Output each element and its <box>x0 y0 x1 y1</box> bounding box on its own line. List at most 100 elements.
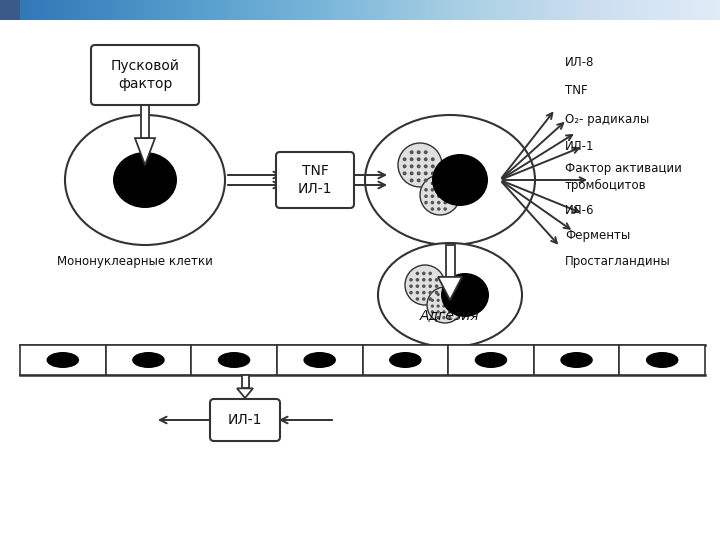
Circle shape <box>444 188 447 192</box>
Circle shape <box>442 299 446 302</box>
Ellipse shape <box>432 154 488 206</box>
Circle shape <box>431 207 434 211</box>
Circle shape <box>450 188 454 192</box>
Circle shape <box>454 310 457 313</box>
Circle shape <box>442 316 446 319</box>
Ellipse shape <box>217 352 251 368</box>
Circle shape <box>450 194 454 198</box>
Circle shape <box>424 164 428 168</box>
Bar <box>141 101 149 138</box>
Circle shape <box>424 178 428 183</box>
Circle shape <box>448 293 451 296</box>
Circle shape <box>428 278 432 281</box>
Circle shape <box>424 157 428 161</box>
Circle shape <box>424 150 428 154</box>
FancyBboxPatch shape <box>276 152 354 208</box>
Circle shape <box>436 316 440 319</box>
Circle shape <box>436 299 440 302</box>
Circle shape <box>431 305 434 308</box>
Circle shape <box>431 310 434 313</box>
Text: ИЛ-8: ИЛ-8 <box>565 56 595 69</box>
Circle shape <box>435 285 438 288</box>
Circle shape <box>431 188 434 192</box>
Polygon shape <box>438 277 462 300</box>
Bar <box>20 345 106 375</box>
Polygon shape <box>237 388 253 398</box>
Bar <box>619 345 705 375</box>
FancyBboxPatch shape <box>91 45 199 105</box>
Circle shape <box>405 265 445 305</box>
Circle shape <box>428 297 432 301</box>
Circle shape <box>422 278 426 281</box>
Circle shape <box>409 278 413 281</box>
Text: Адгезия: Адгезия <box>420 308 480 322</box>
Ellipse shape <box>303 352 336 368</box>
Text: ИЛ-1: ИЛ-1 <box>565 140 595 153</box>
Circle shape <box>417 164 420 168</box>
Circle shape <box>437 201 441 205</box>
Ellipse shape <box>646 352 678 368</box>
Bar <box>534 345 619 375</box>
Text: Мононуклеарные клетки: Мононуклеарные клетки <box>57 255 213 268</box>
Circle shape <box>424 201 428 205</box>
Bar <box>241 375 248 388</box>
FancyBboxPatch shape <box>210 399 280 441</box>
Ellipse shape <box>441 273 489 317</box>
Bar <box>0 0 20 20</box>
Circle shape <box>442 310 446 313</box>
Circle shape <box>431 164 435 168</box>
Circle shape <box>454 305 457 308</box>
Circle shape <box>409 285 413 288</box>
Text: TNF: TNF <box>565 84 588 97</box>
Circle shape <box>402 164 407 168</box>
Circle shape <box>422 272 426 275</box>
Circle shape <box>448 305 451 308</box>
Bar <box>446 245 454 277</box>
Bar <box>362 345 448 375</box>
Circle shape <box>428 285 432 288</box>
Circle shape <box>427 287 463 323</box>
Text: О₂- радикалы: О₂- радикалы <box>565 113 649 126</box>
Circle shape <box>417 171 420 176</box>
Circle shape <box>444 201 447 205</box>
Text: ИЛ-1: ИЛ-1 <box>228 413 262 427</box>
Circle shape <box>410 157 413 161</box>
Ellipse shape <box>389 352 422 368</box>
Circle shape <box>437 207 441 211</box>
Circle shape <box>442 293 446 296</box>
Ellipse shape <box>378 243 522 347</box>
Circle shape <box>402 171 407 176</box>
Ellipse shape <box>113 152 177 208</box>
Ellipse shape <box>47 352 79 368</box>
Circle shape <box>437 194 441 198</box>
Polygon shape <box>135 138 155 165</box>
Circle shape <box>415 297 419 301</box>
Circle shape <box>424 171 428 176</box>
Circle shape <box>415 291 419 294</box>
Circle shape <box>435 291 438 294</box>
Circle shape <box>444 194 447 198</box>
Circle shape <box>428 272 432 275</box>
Bar <box>106 345 192 375</box>
Bar <box>192 345 277 375</box>
Ellipse shape <box>560 352 593 368</box>
Circle shape <box>436 305 440 308</box>
Circle shape <box>398 143 442 187</box>
Circle shape <box>436 310 440 313</box>
Circle shape <box>402 157 407 161</box>
Bar <box>448 345 534 375</box>
Circle shape <box>431 201 434 205</box>
Circle shape <box>436 293 440 296</box>
Circle shape <box>428 291 432 294</box>
Circle shape <box>431 157 435 161</box>
Text: Ферменты: Ферменты <box>565 228 630 241</box>
Text: Простагландины: Простагландины <box>565 255 671 268</box>
Circle shape <box>444 207 447 211</box>
Ellipse shape <box>132 352 165 368</box>
Ellipse shape <box>365 115 535 245</box>
Circle shape <box>410 164 413 168</box>
Ellipse shape <box>474 352 507 368</box>
Circle shape <box>417 178 420 183</box>
Circle shape <box>409 291 413 294</box>
Circle shape <box>424 188 428 192</box>
